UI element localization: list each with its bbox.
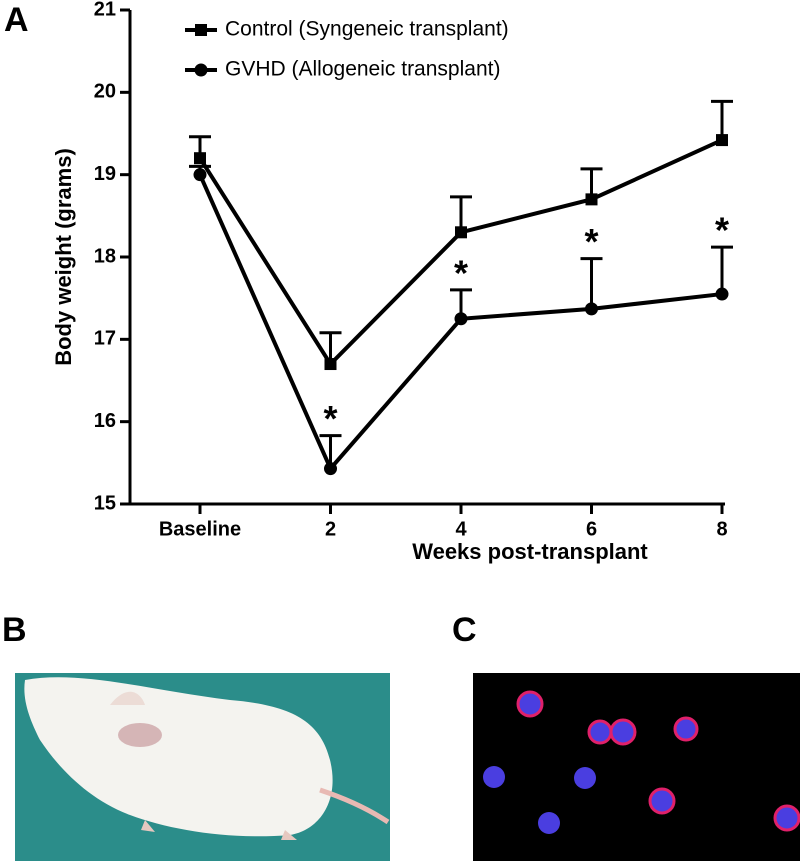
marker (324, 462, 337, 476)
legend-marker (195, 24, 207, 36)
x-tick-label: 4 (455, 518, 467, 540)
y-tick-label: 15 (94, 492, 116, 514)
panel-label: A (4, 1, 29, 39)
panel-label: C (452, 611, 477, 649)
error-bar (711, 99, 733, 141)
error-bar (580, 257, 603, 309)
significance-mark: * (454, 252, 468, 293)
marker (193, 168, 207, 182)
marker (455, 226, 467, 239)
y-tick-label: 17 (94, 328, 116, 350)
x-tick-label: 8 (716, 518, 727, 540)
marker (585, 302, 598, 316)
significance-mark: * (584, 221, 598, 262)
y-tick-label: 18 (94, 245, 116, 267)
marker (585, 193, 598, 206)
y-tick-label: 21 (94, 0, 116, 20)
marker (194, 152, 206, 165)
x-tick-label: 2 (325, 518, 336, 540)
marker (716, 134, 728, 147)
marker (324, 358, 337, 371)
significance-mark: * (715, 210, 729, 251)
panel-label: B (2, 611, 27, 649)
legend-label: GVHD (Allogeneic transplant) (225, 58, 500, 81)
error-bar (711, 245, 733, 295)
microscopy-image (473, 673, 800, 861)
mouse-photo (15, 673, 390, 861)
y-tick-label: 19 (94, 163, 116, 185)
y-tick-label: 16 (94, 410, 116, 432)
y-axis-label: Body weight (grams) (51, 148, 76, 366)
y-tick-label: 20 (94, 81, 116, 103)
x-tick-label: 6 (586, 518, 597, 540)
marker (454, 312, 468, 326)
x-tick-label: Baseline (159, 518, 241, 540)
x-axis-label: Weeks post-transplant (412, 539, 648, 564)
significance-mark: * (323, 398, 337, 439)
legend-marker (194, 63, 208, 77)
legend-label: Control (Syngeneic transplant) (225, 18, 509, 41)
marker (715, 287, 729, 301)
